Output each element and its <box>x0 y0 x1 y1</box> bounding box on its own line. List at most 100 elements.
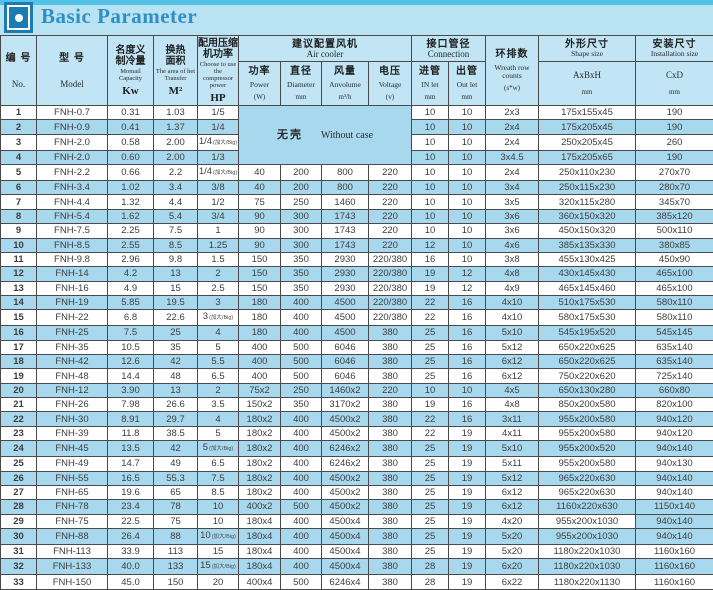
cell-shape: 580x175x530 <box>539 310 636 326</box>
cell-area: 2.00 <box>154 150 198 164</box>
cell-model: FNH-55 <box>37 471 108 485</box>
header-area-unit: M² <box>169 85 183 97</box>
cell-capacity: 1.02 <box>108 181 154 195</box>
cell-area: 38.5 <box>154 426 198 440</box>
cell-area: 1.03 <box>154 106 198 120</box>
cell-install: 1150x140 <box>636 500 713 514</box>
cell-outlet: 12 <box>449 267 486 281</box>
cell-inlet: 10 <box>412 134 449 150</box>
cell-airflow: 4500x2 <box>322 485 369 499</box>
cell-no: 14 <box>1 295 37 309</box>
cell-airflow: 4500 <box>322 295 369 309</box>
cell-no: 26 <box>1 471 37 485</box>
cell-hp: 1/2 <box>198 195 239 209</box>
cell-hp: 5 <box>198 340 239 354</box>
cell-hp: 8.5 <box>198 485 239 499</box>
cell-diameter: 400 <box>281 441 322 457</box>
cell-shape: 955x200x1030 <box>539 528 636 544</box>
cell-voltage: 220/380 <box>369 281 412 295</box>
cell-area: 19.5 <box>154 295 198 309</box>
cell-model: FNH-45 <box>37 441 108 457</box>
cell-area: 48 <box>154 369 198 383</box>
spec-table: 编 号 No. 型 号 Model 名度义 制冷量 Momail Capacit… <box>0 35 713 590</box>
cell-model: FNH-5.4 <box>37 209 108 223</box>
cell-voltage: 380 <box>369 426 412 440</box>
cell-diameter: 400 <box>281 559 322 575</box>
cell-hp: 15 <box>198 544 239 558</box>
cell-hp: 1/4 <box>198 120 239 134</box>
cell-power: 150x2 <box>239 398 281 412</box>
cell-hp: 3.5 <box>198 398 239 412</box>
cell-shape: 650x220x625 <box>539 340 636 354</box>
header-install-sub: CxD mm <box>636 62 713 106</box>
cell-outlet: 16 <box>449 295 486 309</box>
cell-outlet: 19 <box>449 559 486 575</box>
cell-outlet: 19 <box>449 457 486 471</box>
cell-install: 820x100 <box>636 398 713 412</box>
cell-voltage: 380 <box>369 457 412 471</box>
cell-outlet: 19 <box>449 575 486 589</box>
cell-shape: 1160x220x630 <box>539 500 636 514</box>
header-hp: 配用压缩 机功率 Choose to use the compressor po… <box>198 36 239 106</box>
cell-diameter: 200 <box>281 181 322 195</box>
cell-wreath: 5x10 <box>486 441 539 457</box>
cell-capacity: 7.98 <box>108 398 154 412</box>
cell-inlet: 10 <box>412 165 449 181</box>
cell-capacity: 40.0 <box>108 559 154 575</box>
cell-outlet: 16 <box>449 326 486 340</box>
cell-shape: 360x150x320 <box>539 209 636 223</box>
cell-no: 24 <box>1 441 37 457</box>
cell-diameter: 400 <box>281 544 322 558</box>
header-area: 换热 面积 The area of het Transfer M² <box>154 36 198 106</box>
header-model-zh: 型 号 <box>59 53 85 64</box>
title-bar: Basic Parameter <box>0 0 713 35</box>
cell-hp: 2 <box>198 267 239 281</box>
cell-inlet: 25 <box>412 485 449 499</box>
cell-diameter: 400 <box>281 326 322 340</box>
cell-airflow: 1460 <box>322 195 369 209</box>
cell-install: 940x120 <box>636 426 713 440</box>
cell-inlet: 10 <box>412 209 449 223</box>
cell-install: 380x85 <box>636 238 713 252</box>
cell-wreath: 3x4 <box>486 181 539 195</box>
cell-hp: 4 <box>198 412 239 426</box>
cell-airflow: 2930 <box>322 281 369 295</box>
cell-airflow: 4500x2 <box>322 412 369 426</box>
cell-no: 3 <box>1 134 37 150</box>
cell-capacity: 14.4 <box>108 369 154 383</box>
cell-shape: 250x205x45 <box>539 134 636 150</box>
cell-power: 180x4 <box>239 559 281 575</box>
cell-voltage: 220/380 <box>369 252 412 266</box>
cell-model: FNH-30 <box>37 412 108 426</box>
cell-voltage: 220/380 <box>369 267 412 281</box>
cell-model: FNH-39 <box>37 426 108 440</box>
cell-install: 940x140 <box>636 528 713 544</box>
cell-inlet: 25 <box>412 441 449 457</box>
cell-power: 400 <box>239 369 281 383</box>
cell-outlet: 10 <box>449 150 486 164</box>
cell-outlet: 10 <box>449 383 486 397</box>
cell-outlet: 10 <box>449 252 486 266</box>
cell-hp: 10 <box>198 500 239 514</box>
cell-no: 11 <box>1 252 37 266</box>
cell-wreath: 2x4 <box>486 165 539 181</box>
cell-capacity: 0.31 <box>108 106 154 120</box>
cell-area: 133 <box>154 559 198 575</box>
header-capacity: 名度义 制冷量 Momail Capacity Kw <box>108 36 154 106</box>
cell-airflow: 4500x4 <box>322 514 369 528</box>
cell-outlet: 10 <box>449 106 486 120</box>
cell-power: 400 <box>239 355 281 369</box>
cell-area: 7.5 <box>154 224 198 238</box>
cell-install: 385x120 <box>636 209 713 223</box>
cell-hp: 10(加大/Big) <box>198 528 239 544</box>
cell-voltage: 220 <box>369 181 412 195</box>
